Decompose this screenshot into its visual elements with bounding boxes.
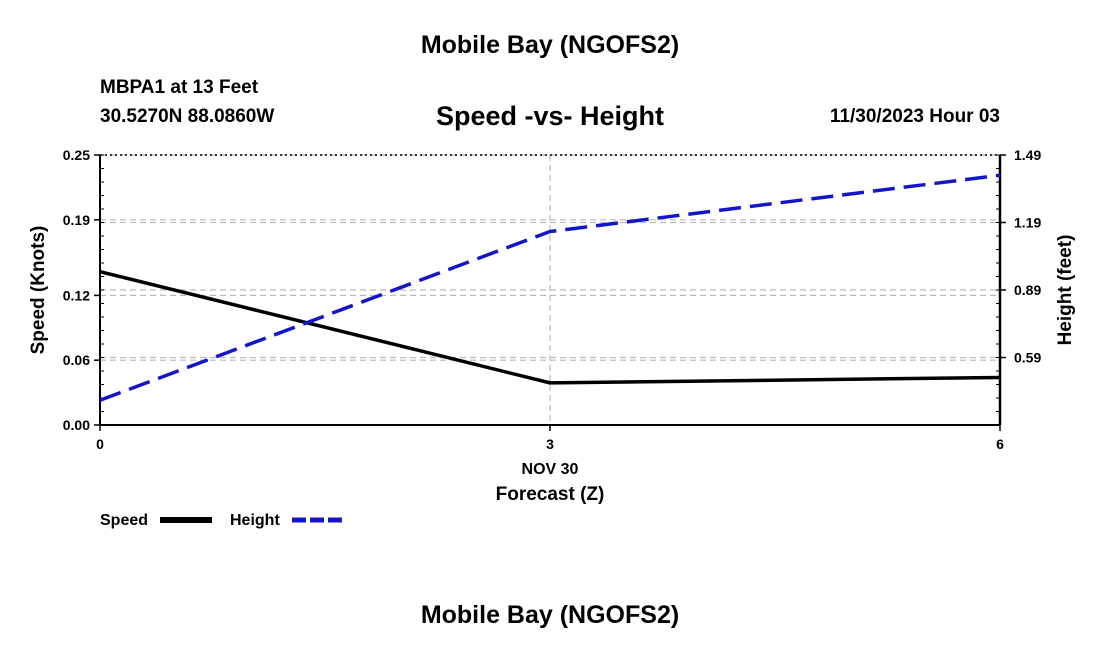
chart-title: Speed -vs- Height [435,101,665,131]
y-tick-label: 0.25 [63,147,90,163]
y2-tick-label: 1.49 [1014,147,1041,163]
y2-tick-label: 0.59 [1014,350,1041,366]
y2-tick-label: 0.89 [1014,282,1041,298]
y2-tick-label: 1.19 [1014,215,1041,231]
height-series-line [99,173,1001,402]
series-layer [99,173,1001,402]
y2-axis-title: Height (feet) [1055,235,1076,346]
x-sublabel: NOV 30 [522,461,579,478]
y-tick-label: 0.06 [63,352,90,368]
main-title: Mobile Bay (NGOFS2) [420,31,680,59]
axes-layer [94,154,1006,431]
labels-layer: 0.00 0.06 0.12 0.19 0.25 0.59 0.89 1.19 1.49 0 3 6 N… [28,147,1076,505]
speed-series-line [99,269,1001,385]
legend-height-label: Height [230,512,280,529]
station-coordinates: 30.5270N 88.0860W [100,106,275,127]
legend: Speed Height [100,512,344,529]
legend-speed-label: Speed [100,512,148,529]
y-tick-label: 0.19 [63,212,90,228]
x-tick-label: 0 [96,436,104,452]
station-label: MBPA1 at 13 Feet [100,77,259,98]
forecast-datetime: 11/30/2023 Hour 03 [829,106,1000,127]
footer-title: Mobile Bay (NGOFS2) [420,601,680,629]
y-tick-label: 0.12 [63,287,90,303]
x-tick-label: 6 [996,436,1004,452]
x-tick-label: 3 [546,436,554,452]
y-axis-title: Speed (Knots) [28,226,49,355]
y-tick-label: 0.00 [63,417,90,433]
x-axis-title: Forecast (Z) [496,484,605,505]
